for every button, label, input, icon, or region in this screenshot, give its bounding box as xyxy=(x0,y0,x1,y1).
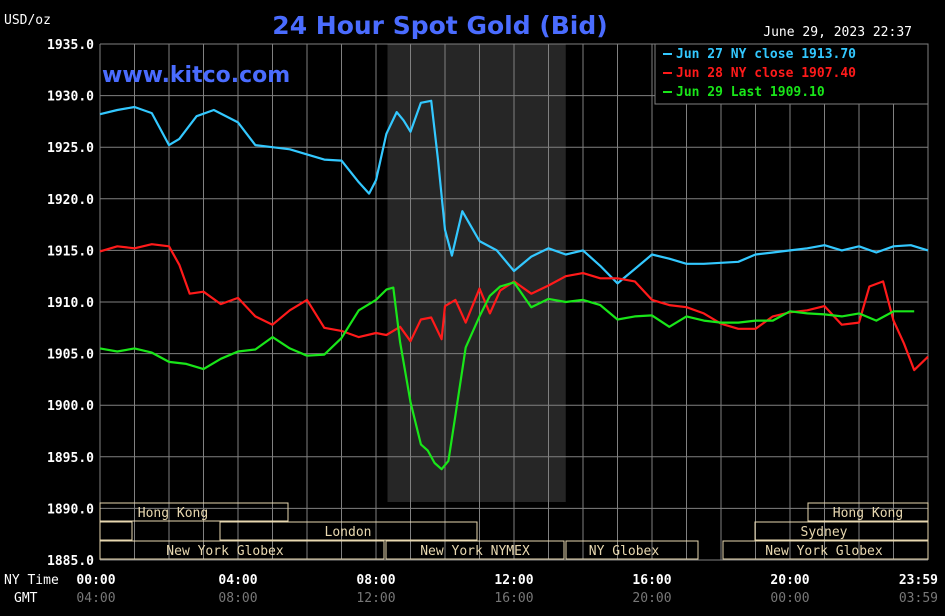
y-axis-unit: USD/oz xyxy=(4,13,51,28)
x-tick-label-ny: 20:00 xyxy=(770,573,809,588)
y-tick-label: 1890.0 xyxy=(47,502,94,517)
x-tick-label-gmt: 08:00 xyxy=(218,591,257,606)
x-axis-ny-label: NY Time xyxy=(4,573,59,588)
session-label-ny-globex: NY Globex xyxy=(589,544,660,559)
legend-label-jun27: Jun 27 NY close 1913.70 xyxy=(676,47,856,62)
session-label-new-york-globex-2: New York Globex xyxy=(765,544,883,559)
x-tick-label-gmt: 12:00 xyxy=(356,591,395,606)
website-watermark: www.kitco.com xyxy=(102,63,290,88)
session-label-hong-kong-1: Hong Kong xyxy=(138,506,208,521)
x-axis-gmt-label: GMT xyxy=(14,591,38,606)
grid xyxy=(99,43,929,561)
session-band-london xyxy=(219,521,478,541)
session-label-london: London xyxy=(325,525,372,540)
x-tick-label-ny: 00:00 xyxy=(76,573,115,588)
legend-label-jun29: Jun 29 Last 1909.10 xyxy=(676,85,825,100)
x-tick-label-gmt: 03:59 xyxy=(899,591,938,606)
x-tick-label-ny: 16:00 xyxy=(632,573,671,588)
session-label-sydney: Sydney xyxy=(801,525,848,540)
series-line-jun28 xyxy=(99,243,929,372)
series-lines xyxy=(99,99,929,471)
y-tick-label: 1895.0 xyxy=(47,451,94,466)
legend: Jun 27 NY close 1913.70 Jun 28 NY close 1… xyxy=(654,43,929,105)
session-band-new-york-globex-1 xyxy=(99,540,385,560)
session-label-hong-kong-2: Hong Kong xyxy=(833,506,903,521)
chart-timestamp: June 29, 2023 22:37 xyxy=(763,25,912,40)
session-band-hong-kong-1 xyxy=(99,502,289,522)
x-tick-label-gmt: 16:00 xyxy=(494,591,533,606)
session-band-new-york-globex-2 xyxy=(722,540,929,560)
x-tick-label-gmt: 20:00 xyxy=(632,591,671,606)
legend-label-jun28: Jun 28 NY close 1907.40 xyxy=(676,66,856,81)
x-tick-label-ny: 04:00 xyxy=(218,573,257,588)
legend-box xyxy=(654,43,929,105)
y-tick-label: 1920.0 xyxy=(47,193,94,208)
session-band-new-york-nymex xyxy=(385,540,565,560)
y-tick-label: 1885.0 xyxy=(47,554,94,569)
session-band-pre-london xyxy=(99,521,133,541)
y-tick-label: 1915.0 xyxy=(47,244,94,259)
y-tick-label: 1900.0 xyxy=(47,399,94,414)
series-line-jun27 xyxy=(99,99,929,285)
session-band-ny-globex xyxy=(565,540,699,560)
x-tick-label-gmt: 00:00 xyxy=(770,591,809,606)
y-tick-label: 1925.0 xyxy=(47,141,94,156)
x-tick-label-ny: 23:59 xyxy=(899,573,938,588)
x-tick-label-gmt: 04:00 xyxy=(76,591,115,606)
session-band-sydney xyxy=(754,521,929,541)
series-line-jun29 xyxy=(99,281,915,471)
y-tick-label: 1910.0 xyxy=(47,296,94,311)
session-bands: Hong Kong London New York Globex New Yor… xyxy=(99,502,929,560)
nymex-session-highlight xyxy=(387,44,566,502)
axes: 1935.0 1930.0 1925.0 1920.0 1915.0 1910.0 1905… xyxy=(47,38,938,606)
nymex-highlight-rect xyxy=(387,44,566,502)
chart-title: 24 Hour Spot Gold (Bid) xyxy=(272,11,607,40)
session-label-new-york-nymex: New York NYMEX xyxy=(420,544,530,559)
y-tick-label: 1905.0 xyxy=(47,348,94,363)
x-tick-label-ny: 08:00 xyxy=(356,573,395,588)
session-label-new-york-globex-1: New York Globex xyxy=(166,544,284,559)
session-band-hong-kong-2 xyxy=(807,502,929,522)
y-tick-label: 1935.0 xyxy=(47,38,94,53)
x-tick-label-ny: 12:00 xyxy=(494,573,533,588)
y-tick-label: 1930.0 xyxy=(47,90,94,105)
